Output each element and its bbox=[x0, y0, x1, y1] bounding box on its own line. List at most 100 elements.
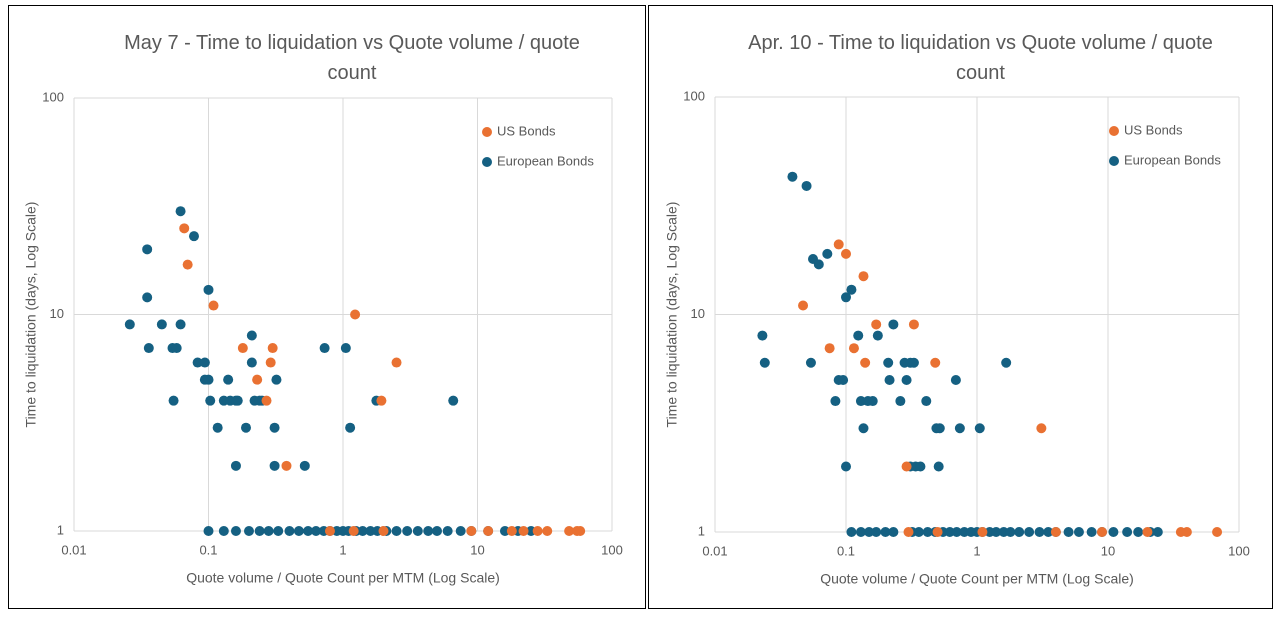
data-point bbox=[848, 343, 859, 354]
data-point bbox=[855, 527, 866, 537]
x-axis-label: Quote volume / Quote Count per MTM (Log … bbox=[186, 570, 500, 586]
x-tick-label: 10 bbox=[1101, 543, 1115, 558]
data-point bbox=[299, 460, 310, 471]
data-point bbox=[223, 374, 234, 385]
data-point bbox=[787, 171, 798, 182]
data-point bbox=[203, 526, 214, 536]
data-point bbox=[908, 357, 919, 368]
legend-marker bbox=[1109, 126, 1119, 136]
data-point bbox=[888, 527, 899, 537]
data-point bbox=[838, 374, 849, 385]
y-tick-label: 10 bbox=[50, 306, 64, 321]
chart-panel: May 7 - Time to liquidation vs Quote vol… bbox=[8, 5, 646, 609]
data-point bbox=[246, 357, 257, 368]
data-point bbox=[188, 231, 199, 242]
chart-title: May 7 - Time to liquidation vs Quote vol… bbox=[124, 32, 580, 84]
x-tick-label: 100 bbox=[601, 542, 623, 557]
data-point bbox=[357, 526, 368, 536]
data-point bbox=[365, 526, 376, 536]
data-point bbox=[841, 248, 851, 259]
data-point bbox=[759, 357, 770, 368]
data-point bbox=[171, 343, 182, 354]
data-point bbox=[846, 284, 857, 295]
data-point bbox=[252, 374, 263, 385]
data-point bbox=[1063, 527, 1074, 537]
data-point bbox=[974, 423, 985, 434]
x-tick-label: 1 bbox=[339, 542, 346, 557]
data-point bbox=[915, 461, 926, 472]
data-point bbox=[499, 526, 510, 536]
data-point bbox=[1036, 423, 1047, 434]
data-point bbox=[237, 343, 248, 354]
data-point bbox=[1024, 527, 1035, 537]
data-point bbox=[542, 526, 553, 536]
data-point bbox=[203, 284, 214, 295]
data-point bbox=[293, 526, 304, 536]
data-point bbox=[954, 423, 965, 434]
data-point bbox=[271, 374, 282, 385]
data-point bbox=[269, 422, 280, 433]
data-point bbox=[880, 527, 891, 537]
data-point bbox=[1108, 527, 1119, 537]
data-point bbox=[1050, 527, 1061, 537]
data-point bbox=[311, 526, 322, 536]
data-point bbox=[340, 343, 351, 354]
data-point bbox=[175, 206, 186, 217]
data-point bbox=[908, 319, 919, 330]
data-point bbox=[466, 526, 477, 536]
data-point bbox=[1152, 527, 1163, 537]
data-point bbox=[267, 343, 278, 354]
data-point bbox=[345, 422, 356, 433]
data-point bbox=[903, 527, 914, 537]
data-point bbox=[230, 460, 241, 471]
data-point bbox=[921, 396, 932, 407]
data-point bbox=[168, 395, 179, 406]
data-point bbox=[212, 422, 223, 433]
data-point bbox=[378, 526, 389, 536]
data-point bbox=[1097, 527, 1108, 537]
data-point bbox=[412, 526, 423, 536]
data-point bbox=[1005, 527, 1016, 537]
x-tick-label: 0.1 bbox=[199, 542, 217, 557]
data-point bbox=[872, 330, 883, 341]
chart: 0.01 0.1 1 10 100 1 10 100 Quote volume / Quote … bbox=[664, 88, 1250, 586]
data-point bbox=[1034, 527, 1045, 537]
data-point bbox=[841, 292, 851, 303]
data-point bbox=[246, 330, 257, 341]
data-point bbox=[142, 244, 153, 255]
data-point bbox=[853, 330, 864, 341]
data-point bbox=[813, 259, 824, 270]
x-tick-label: 10 bbox=[470, 542, 484, 557]
data-point bbox=[254, 526, 265, 536]
data-point bbox=[867, 396, 878, 407]
data-point bbox=[483, 526, 494, 536]
data-point bbox=[263, 526, 274, 536]
data-point bbox=[846, 527, 857, 537]
legend-marker bbox=[482, 127, 492, 137]
data-point bbox=[1181, 527, 1192, 537]
data-point bbox=[1073, 527, 1084, 537]
data-point bbox=[423, 526, 434, 536]
data-point bbox=[243, 526, 254, 536]
data-point bbox=[303, 526, 314, 536]
data-point bbox=[871, 319, 882, 330]
data-point bbox=[930, 357, 941, 368]
data-point bbox=[1142, 527, 1153, 537]
data-point bbox=[801, 180, 812, 191]
data-point bbox=[934, 423, 945, 434]
data-point bbox=[871, 527, 882, 537]
data-point bbox=[824, 343, 835, 354]
data-point bbox=[1212, 527, 1223, 537]
legend-label: European Bonds bbox=[1124, 152, 1221, 167]
data-point bbox=[1014, 527, 1025, 537]
data-point bbox=[822, 248, 833, 259]
data-point bbox=[883, 357, 894, 368]
data-point bbox=[284, 526, 295, 536]
legend-label: US Bonds bbox=[497, 123, 556, 138]
data-point bbox=[991, 527, 1002, 537]
chart: 0.01 0.1 1 10 100 1 10 100 Quote volume / Quote … bbox=[23, 89, 623, 586]
data-point bbox=[143, 343, 154, 354]
data-point bbox=[442, 526, 453, 536]
data-point bbox=[1122, 527, 1133, 537]
